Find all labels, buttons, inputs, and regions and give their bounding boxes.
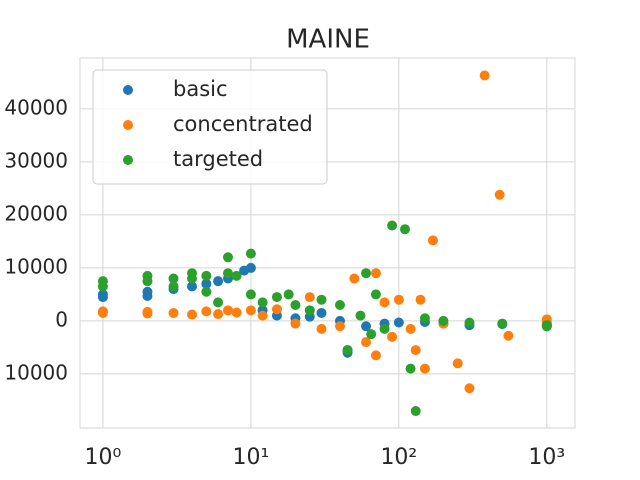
point	[438, 315, 449, 326]
point	[370, 268, 381, 279]
point	[361, 268, 372, 279]
legend-marker	[123, 120, 133, 130]
point	[316, 307, 327, 318]
point	[464, 383, 475, 394]
point	[257, 310, 268, 321]
point	[201, 286, 212, 297]
point	[316, 294, 327, 305]
point	[283, 289, 294, 300]
point	[168, 273, 179, 284]
point	[271, 292, 282, 303]
point	[222, 305, 233, 316]
x-axis-label: Population	[275, 479, 380, 480]
point	[479, 70, 490, 81]
point	[419, 363, 430, 374]
point	[316, 323, 327, 334]
legend-label: targeted	[173, 147, 263, 171]
point	[222, 252, 233, 263]
point	[379, 297, 390, 308]
point	[142, 286, 153, 297]
point	[419, 313, 430, 324]
point	[427, 235, 438, 246]
point	[405, 363, 416, 374]
point	[541, 320, 552, 331]
point	[168, 281, 179, 292]
chart-title: MAINE	[286, 25, 370, 55]
point	[142, 306, 153, 317]
point	[393, 294, 404, 305]
point	[201, 278, 212, 289]
point	[410, 406, 421, 417]
point	[213, 276, 224, 287]
point	[213, 309, 224, 320]
x-tick-label: 10³	[528, 445, 565, 470]
point	[415, 294, 426, 305]
point	[399, 224, 410, 235]
point	[245, 248, 256, 259]
point	[245, 305, 256, 316]
x-tick-label: 10²	[380, 445, 417, 470]
point	[494, 189, 505, 200]
point	[97, 281, 108, 292]
legend-label: concentrated	[173, 112, 313, 136]
point	[97, 289, 108, 300]
legend-marker	[123, 85, 133, 95]
point	[304, 305, 315, 316]
point	[503, 330, 514, 341]
y-tick-label: 10000	[4, 254, 68, 278]
point	[387, 220, 398, 231]
point	[355, 310, 366, 321]
point	[334, 321, 345, 332]
x-tick-label: 10¹	[232, 445, 269, 470]
point	[370, 289, 381, 300]
point	[245, 289, 256, 300]
point	[213, 297, 224, 308]
point	[142, 276, 153, 287]
point	[245, 262, 256, 273]
point	[187, 281, 198, 292]
point	[290, 318, 301, 329]
point	[168, 307, 179, 318]
point	[379, 323, 390, 334]
point	[257, 297, 268, 308]
point	[222, 268, 233, 279]
point	[231, 270, 242, 281]
point	[187, 309, 198, 320]
x-tick-label: 10⁰	[85, 445, 122, 470]
y-tick-label: 10000	[4, 360, 68, 384]
point	[231, 307, 242, 318]
point	[97, 306, 108, 317]
point	[201, 270, 212, 281]
legend-label: basic	[173, 77, 228, 101]
point	[405, 323, 416, 334]
point	[304, 292, 315, 303]
point	[361, 337, 372, 348]
point	[334, 300, 345, 311]
y-tick-label: 20000	[4, 201, 68, 225]
point	[342, 345, 353, 356]
point	[187, 273, 198, 284]
point	[387, 331, 398, 342]
point	[497, 318, 508, 329]
y-tick-label: 30000	[4, 148, 68, 172]
point	[201, 306, 212, 317]
plot-frame	[79, 57, 576, 429]
y-tick-label: 0	[55, 307, 68, 331]
point	[464, 317, 475, 328]
point	[393, 317, 404, 328]
point	[349, 273, 360, 284]
point	[370, 350, 381, 361]
point	[452, 358, 463, 369]
point	[366, 329, 377, 340]
y-tick-label: 40000	[4, 95, 68, 119]
legend-box	[92, 69, 328, 185]
legend-marker	[123, 155, 133, 165]
point	[290, 300, 301, 311]
point	[361, 321, 372, 332]
point	[410, 345, 421, 356]
point	[271, 304, 282, 315]
